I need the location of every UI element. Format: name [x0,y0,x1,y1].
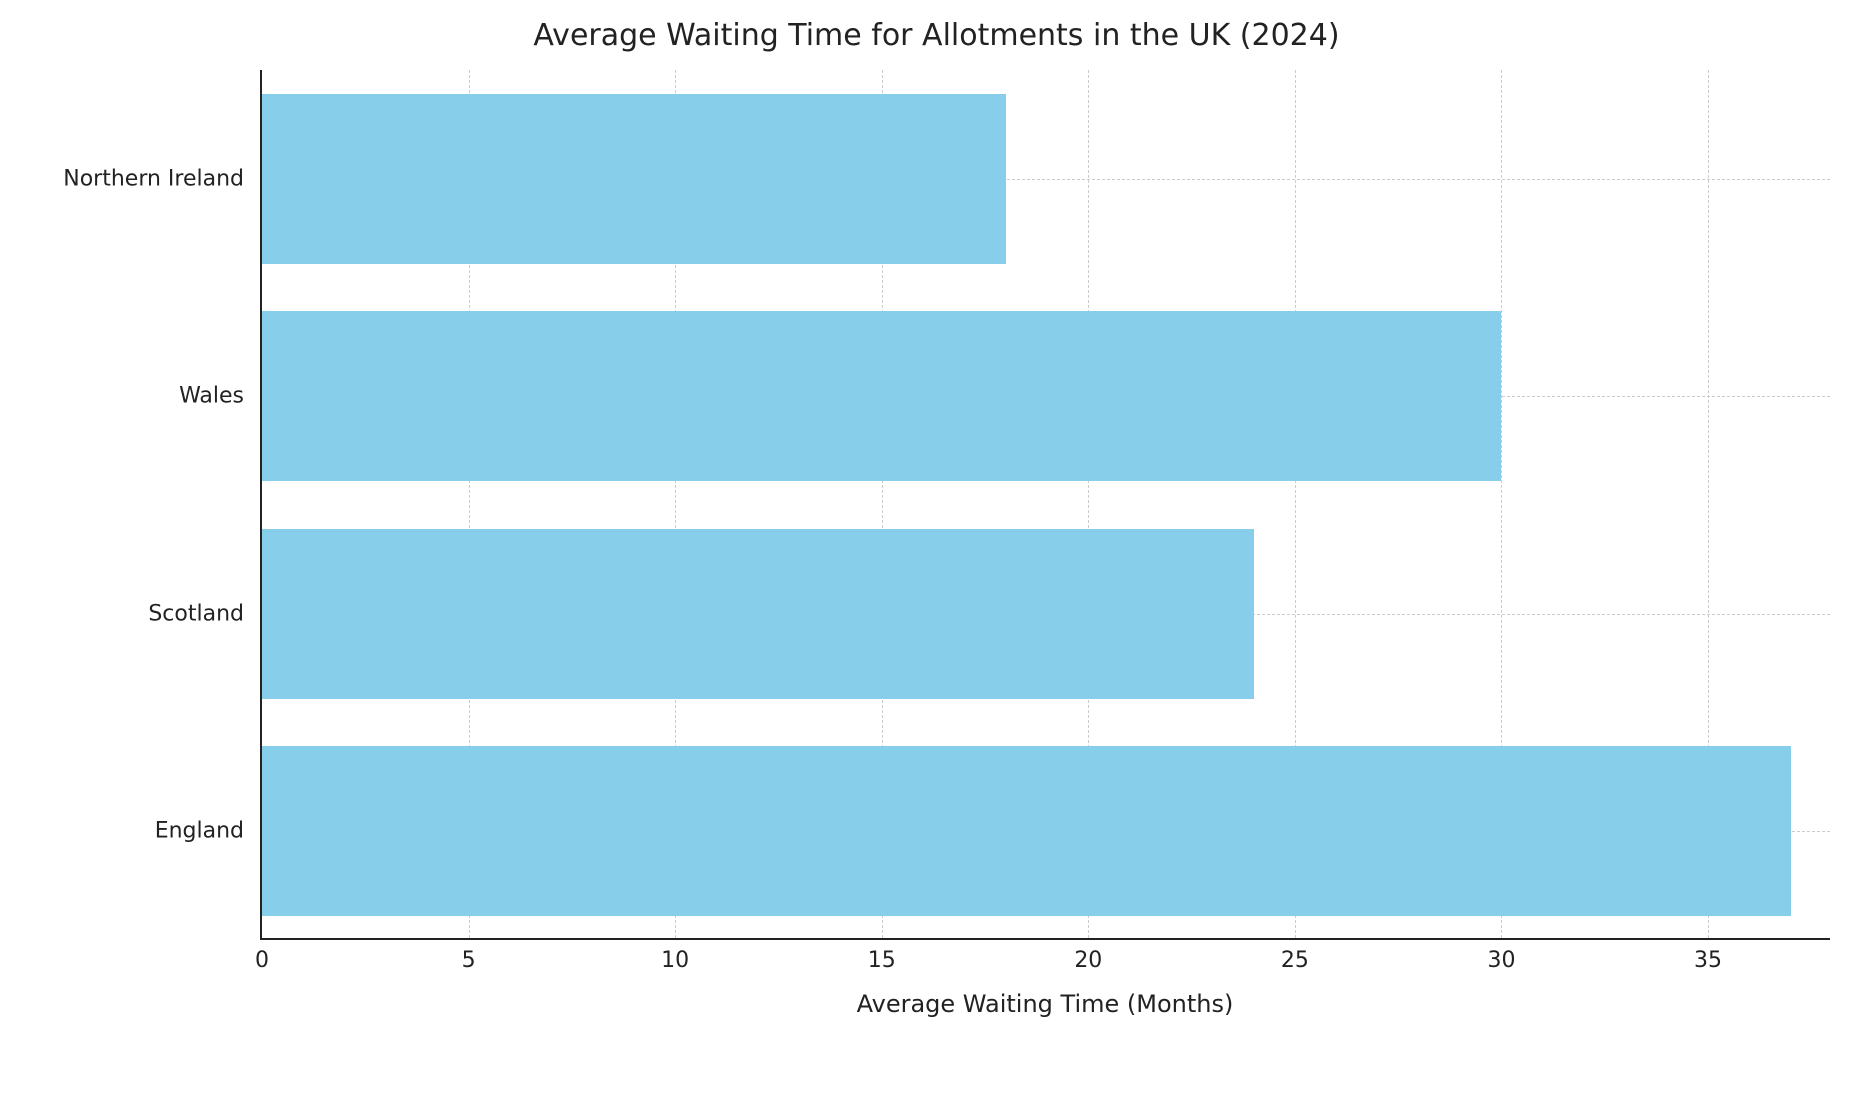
x-tick-label: 15 [868,938,896,973]
chart-title: Average Waiting Time for Allotments in t… [0,0,1873,61]
x-tick-label: 10 [661,938,689,973]
y-tick-label: Scotland [148,601,262,626]
x-tick-label: 0 [255,938,269,973]
y-tick-label: Northern Ireland [63,166,262,191]
y-tick-label: Wales [179,384,262,409]
x-tick-label: 20 [1074,938,1102,973]
bar [262,311,1501,481]
x-tick-label: 35 [1694,938,1722,973]
bar [262,746,1791,916]
x-axis-label: Average Waiting Time (Months) [260,990,1830,1018]
plot-area: 05101520253035Northern IrelandWalesScotl… [260,70,1830,940]
x-tick-label: 25 [1281,938,1309,973]
bar [262,94,1006,264]
x-tick-label: 5 [462,938,476,973]
y-tick-label: England [155,819,262,844]
bar [262,529,1254,699]
chart-container: Average Waiting Time for Allotments in t… [0,0,1873,1101]
x-tick-label: 30 [1487,938,1515,973]
